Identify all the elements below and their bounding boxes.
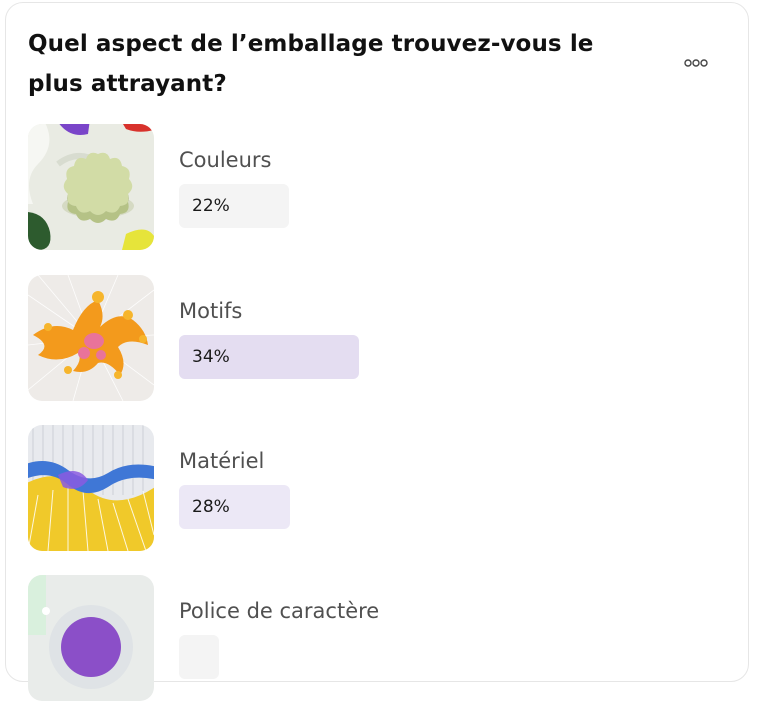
option-result-bar: 28% — [179, 485, 290, 529]
green-flower-shape-image — [28, 124, 154, 250]
option-label: Matériel — [179, 449, 265, 473]
more-options-button[interactable] — [682, 55, 710, 71]
poll-option-motifs[interactable]: Motifs 34% — [28, 275, 728, 401]
more-horizontal-icon — [684, 59, 708, 67]
poll-card: Quel aspect de l’emballage trouvez-vous … — [5, 2, 749, 701]
orange-coral-image — [28, 275, 154, 401]
purple-sphere-image — [28, 575, 154, 701]
option-label: Police de caractère — [179, 599, 380, 623]
poll-option-couleurs[interactable]: Couleurs 22% — [28, 124, 728, 250]
poll-option-materiel[interactable]: Matériel 28% — [28, 425, 728, 551]
option-percent: 22% — [192, 196, 230, 216]
poll-option-police[interactable]: Police de caractère — [28, 575, 728, 701]
option-label: Motifs — [179, 299, 243, 323]
option-result-bar: 34% — [179, 335, 359, 379]
option-result-bar: 22% — [179, 184, 289, 228]
blue-yellow-wave-image — [28, 425, 154, 551]
option-percent: 34% — [192, 347, 230, 367]
option-percent: 28% — [192, 497, 230, 517]
option-label: Couleurs — [179, 148, 272, 172]
option-result-bar — [179, 635, 219, 679]
poll-question: Quel aspect de l’emballage trouvez-vous … — [28, 31, 594, 97]
